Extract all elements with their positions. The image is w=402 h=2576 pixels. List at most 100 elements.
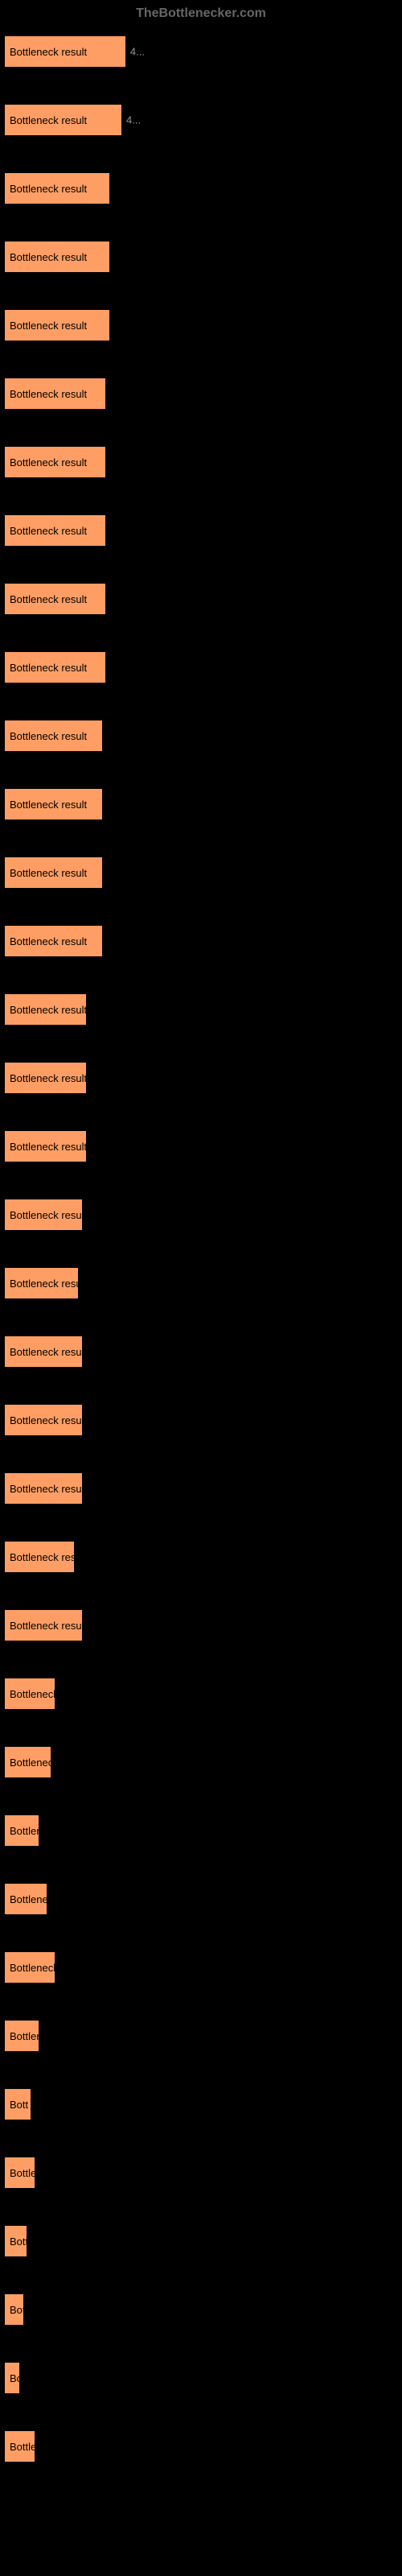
bar: Bottleneck result: [4, 583, 106, 615]
bar-row: Bott: [4, 2225, 398, 2269]
bar-row: Bottler: [4, 2020, 398, 2064]
bar-label: Bottleneck result: [10, 388, 87, 400]
bar-row: Bottleneck result: [4, 309, 398, 353]
bar-label: Bottleneck result: [10, 593, 87, 605]
bar-wrapper: Bottleneck result: [4, 925, 398, 957]
bar-label: Bottler: [10, 1825, 39, 1837]
bar: Bottleneck result: [4, 1335, 83, 1368]
bar: Bottleneck resu: [4, 1267, 79, 1299]
bar: Bottleneck result: [4, 1404, 83, 1436]
bar: Bottleneck result: [4, 241, 110, 273]
bar-label: Bottleneck result: [10, 935, 87, 947]
bar-wrapper: Bottleneck resu: [4, 1267, 398, 1299]
bar-wrapper: Bottleneck result: [4, 241, 398, 273]
bar: Bottleneck res: [4, 1541, 75, 1573]
bar-row: Bottleneck result: [4, 446, 398, 490]
bar-label: Bottleneck result: [10, 1346, 82, 1358]
bar-row: Bottlenec: [4, 1746, 398, 1790]
bar: Bottleneck result: [4, 651, 106, 683]
bar: Bottleneck: [4, 1678, 55, 1710]
bar-wrapper: Bottleneck result: [4, 1335, 398, 1368]
bar-label: Bottleneck result: [10, 1004, 86, 1016]
bar-wrapper: Bottleneck result: [4, 1404, 398, 1436]
bar-label: Bottleneck result: [10, 320, 87, 332]
bar-row: Bottleneck: [4, 1951, 398, 1996]
bar-row: Bottleneck result: [4, 788, 398, 832]
bar-label: Bottleneck: [10, 1688, 55, 1700]
bar: Bott: [4, 2088, 31, 2120]
bar-wrapper: Bottleneck result: [4, 993, 398, 1026]
bar: Bottleneck result: [4, 720, 103, 752]
bar-wrapper: Bottleneck result: [4, 446, 398, 478]
bar-label: Bottler: [10, 2030, 39, 2042]
bar-wrapper: Bottler: [4, 2020, 398, 2052]
bar-label: Bottleneck result: [10, 799, 87, 811]
bar-label: Bottleneck result: [10, 46, 87, 58]
bar-label: Bottlenec: [10, 1757, 51, 1769]
bar-wrapper: Bottleneck result: [4, 651, 398, 683]
bar-label: Bott: [10, 2099, 28, 2111]
bar-label: Bottleneck result: [10, 525, 87, 537]
bar-label: Bottleneck result: [10, 183, 87, 195]
site-name: TheBottlenecker.com: [136, 6, 266, 20]
bar-label: Bottleneck res: [10, 1551, 74, 1563]
bar-wrapper: Bottleneck result: [4, 583, 398, 615]
bar-label: Bottleneck result: [10, 662, 87, 674]
bar-row: Bottler: [4, 1814, 398, 1859]
bar: Bottleneck result: [4, 925, 103, 957]
bar: Bot: [4, 2293, 24, 2326]
bar-label: Bottleneck result: [10, 114, 87, 126]
bar-row: Bo: [4, 2362, 398, 2406]
bar-row: Bottleneck result: [4, 720, 398, 764]
bar-wrapper: Bottleneck: [4, 1678, 398, 1710]
bar-label: Bottleneck result: [10, 1072, 86, 1084]
bar-row: Bottleneck result: [4, 241, 398, 285]
bar-row: Bottleneck result: [4, 514, 398, 559]
bar-wrapper: Bottleneck result: [4, 788, 398, 820]
bar-label: Bottleneck result: [10, 1209, 82, 1221]
bar: Bottler: [4, 2020, 39, 2052]
bar-row: Bottleneck result: [4, 651, 398, 696]
bar: Bottle: [4, 2430, 35, 2462]
bar-label: Bottleneck resu: [10, 1278, 78, 1290]
bar-row: Bottleneck result: [4, 925, 398, 969]
bar-wrapper: Bot: [4, 2293, 398, 2326]
bar-wrapper: Bottleneck result: [4, 720, 398, 752]
bar-wrapper: Bottleneck result: [4, 172, 398, 204]
bar: Bottleneck result: [4, 788, 103, 820]
bar: Bottleneck result: [4, 309, 110, 341]
bar-label: Bott: [10, 2235, 27, 2248]
bar-label: Bottleneck result: [10, 1483, 82, 1495]
bar: Bott: [4, 2225, 27, 2257]
bar-row: Bottleneck result: [4, 172, 398, 217]
bar-label: Bottle: [10, 2441, 35, 2453]
bar: Bottleneck result: [4, 857, 103, 889]
bar-row: Bottle: [4, 2430, 398, 2475]
bar-wrapper: Bottleneck result: [4, 1609, 398, 1641]
bar-row: Bottleneck result 4...: [4, 104, 398, 148]
bar-row: Bottleneck result: [4, 1472, 398, 1517]
bar-row: Bottleneck res: [4, 1541, 398, 1585]
bar-label: Bottleneck result: [10, 456, 87, 469]
bar: Bo: [4, 2362, 20, 2394]
bar: Bottleneck: [4, 1951, 55, 1984]
bar: Bottleneck result: [4, 514, 106, 547]
bar-wrapper: Bottleneck result: [4, 1472, 398, 1505]
bar-row: Bott: [4, 2088, 398, 2132]
bar-row: Bottleneck result: [4, 1335, 398, 1380]
bar-label: Bottleneck: [10, 1962, 55, 1974]
bar-wrapper: Bottler: [4, 1814, 398, 1847]
bar-wrapper: Bottlenec: [4, 1746, 398, 1778]
bar-value: 4...: [130, 46, 145, 58]
bar-wrapper: Bottlene: [4, 1883, 398, 1915]
bar: Bottleneck result: [4, 1130, 87, 1162]
bar: Bottleneck result: [4, 1062, 87, 1094]
bar-label: Bottlene: [10, 1893, 47, 1905]
bar-value: 4...: [126, 114, 141, 126]
bar-wrapper: Bott: [4, 2225, 398, 2257]
bar-wrapper: Bottleneck result: [4, 309, 398, 341]
bar-wrapper: Bottleneck result: [4, 378, 398, 410]
bar-row: Bottleneck result: [4, 1609, 398, 1653]
bar-row: Bottleneck resu: [4, 1267, 398, 1311]
bar: Bottleneck result: [4, 172, 110, 204]
